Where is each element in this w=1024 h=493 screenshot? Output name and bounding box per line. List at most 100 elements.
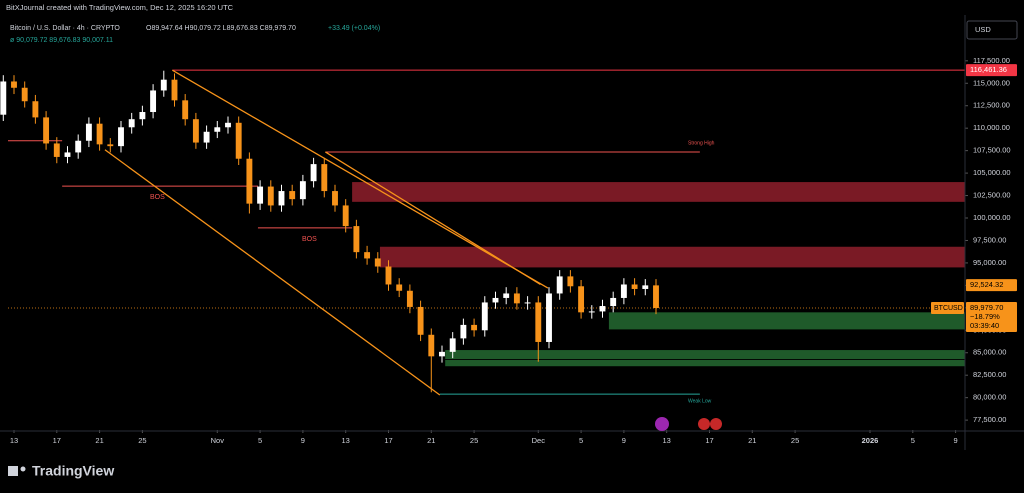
candle-body	[513, 293, 520, 304]
annotation: BOS	[302, 236, 317, 243]
event-icon[interactable]	[710, 418, 722, 430]
event-icon[interactable]	[698, 418, 710, 430]
zone	[445, 350, 965, 360]
x-tick-label: 21	[427, 436, 435, 445]
candle-body	[492, 297, 499, 303]
y-tick-label: 95,000.00	[973, 258, 1006, 267]
zone	[445, 359, 965, 367]
candle-body	[578, 286, 585, 313]
candle-body	[214, 127, 221, 132]
candle-body	[524, 302, 531, 304]
x-tick-label: 25	[470, 436, 478, 445]
symbol-box	[931, 302, 964, 315]
x-tick-label: 17	[384, 436, 392, 445]
x-tick-label: 25	[138, 436, 146, 445]
candle-body	[610, 297, 617, 307]
candle-body	[171, 79, 178, 101]
candle-body	[342, 205, 349, 227]
candle-body	[289, 191, 296, 200]
candle-body	[128, 119, 135, 128]
x-tick-label: 9	[953, 436, 957, 445]
candle-body	[396, 284, 403, 291]
x-tick-label: 5	[579, 436, 583, 445]
candle-body	[203, 131, 210, 143]
x-tick-label: 13	[342, 436, 350, 445]
candle-body	[96, 123, 103, 145]
x-tick-label: Dec	[532, 436, 546, 445]
candle-body	[556, 276, 563, 294]
price-label: 92,524.32	[970, 280, 1003, 289]
candle-body	[139, 112, 146, 120]
candle-body	[225, 122, 231, 128]
candle-body	[374, 258, 381, 267]
y-tick-label: 80,000.00	[973, 393, 1006, 402]
logo-text: TradingView	[32, 463, 114, 479]
x-tick-label: 13	[10, 436, 18, 445]
x-tick-label: 21	[95, 436, 103, 445]
lines-layer	[8, 69, 965, 396]
zone	[352, 182, 965, 202]
candle-body	[599, 306, 606, 312]
y-tick-label: 117,500.00	[973, 56, 1010, 65]
y-tick-label: 82,500.00	[973, 370, 1006, 379]
candle-body	[267, 186, 274, 206]
candle-body	[310, 164, 317, 182]
candle-body	[631, 284, 638, 289]
currency-button[interactable]	[966, 20, 1018, 40]
candle-body	[0, 81, 7, 115]
x-tick-label: 9	[301, 436, 305, 445]
candle-body	[75, 140, 82, 153]
x-tick-label: 5	[911, 436, 915, 445]
y-tick-label: 110,000.00	[973, 123, 1010, 132]
last-price-change: −18.79%	[970, 312, 1000, 321]
candle-body	[32, 101, 39, 118]
candle-body	[257, 186, 264, 204]
trendline	[172, 69, 549, 289]
candle-body	[588, 311, 595, 313]
y-tick-label: 105,000.00	[973, 168, 1011, 177]
y-tick-label: 100,000.00	[973, 213, 1011, 222]
zones-layer	[352, 182, 965, 367]
candle-body	[11, 81, 17, 88]
y-tick-label: 102,500.00	[973, 191, 1011, 200]
candle-body	[160, 79, 167, 91]
y-tick-label: 115,000.00	[973, 78, 1010, 87]
x-tick-label: 21	[748, 436, 756, 445]
currency: USD	[975, 25, 991, 34]
candle-body	[460, 324, 467, 339]
candle-body	[428, 334, 435, 357]
candle-body	[439, 351, 445, 357]
candle-body	[535, 302, 542, 342]
price-label-box	[966, 64, 1017, 77]
event-icon[interactable]	[655, 417, 669, 431]
zone	[608, 312, 965, 330]
zone	[379, 246, 965, 268]
y-tick-label: 85,000.00	[973, 348, 1006, 357]
chart-title: Bitcoin / U.S. Dollar · 4h · CRYPTO	[10, 25, 120, 32]
candle-body	[150, 90, 157, 113]
logo: TradingView	[8, 463, 114, 479]
candle-body	[653, 285, 659, 309]
candle-body	[332, 191, 338, 206]
countdown: 03:39:40	[970, 321, 999, 330]
candle-body	[620, 284, 627, 298]
trendline	[104, 149, 441, 396]
logo-mark	[20, 466, 26, 472]
last-price-label: 89,979.70	[970, 303, 1003, 312]
candle-body	[449, 338, 456, 352]
candle-body	[53, 143, 60, 157]
x-tick-label: 17	[53, 436, 61, 445]
candle-body	[235, 122, 242, 159]
logo-mark	[8, 466, 18, 476]
x-tick-label: 13	[663, 436, 671, 445]
candle-body	[417, 306, 424, 335]
symbol-label: BTCUSD	[934, 305, 963, 312]
indicator: ø 90,079.72 89,676.83 90,007.11	[10, 37, 113, 44]
candle-body	[299, 181, 306, 200]
trendline	[325, 151, 541, 286]
x-tick-label: 9	[622, 436, 626, 445]
candle-body	[642, 285, 649, 289]
